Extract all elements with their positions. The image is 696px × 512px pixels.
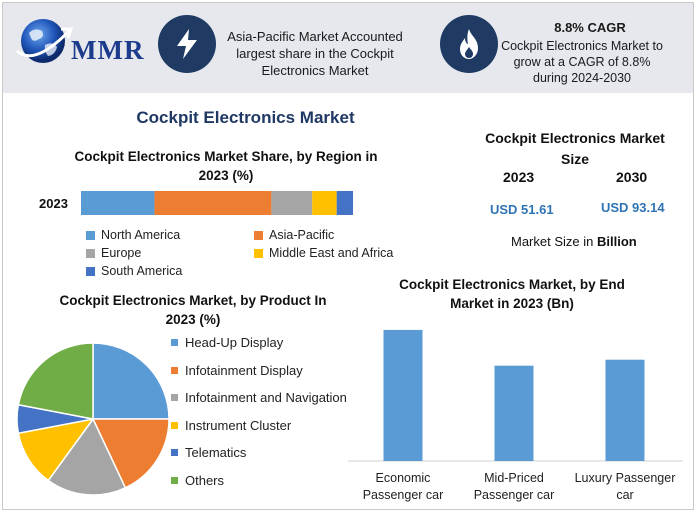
legend-label: Middle East and Africa	[269, 246, 394, 260]
callout2-text: Cockpit Electronics Market to grow at a …	[501, 39, 663, 85]
market-size-unit-prefix: Market Size in	[511, 234, 597, 249]
lightning-icon	[177, 29, 197, 59]
region-legend-north-america: North America	[86, 228, 180, 242]
market-size-unit-note: Market Size in Billion	[511, 234, 637, 249]
product-legend-others: Others	[171, 473, 224, 488]
product-legend-instrument-cluster: Instrument Cluster	[171, 418, 291, 433]
product-chart-title: Cockpit Electronics Market, by Product I…	[59, 293, 327, 327]
product-pie-chart	[16, 342, 170, 496]
region-legend-south-america: South America	[86, 264, 182, 278]
market-size-value-2023: USD 51.61	[490, 202, 554, 217]
cagr-headline: 8.8% CAGR	[554, 20, 626, 35]
legend-swatch	[86, 266, 95, 276]
header-band: MMR Asia-Pacific Market Accounted larges…	[3, 3, 693, 93]
end-market-chart-title: Cockpit Electronics Market, by End Marke…	[399, 277, 625, 311]
product-legend-infotainment-and-navigation: Infotainment and Navigation	[171, 390, 347, 405]
market-size-unit-bold: Billion	[596, 234, 637, 249]
market-size-year-2030: 2030	[616, 169, 648, 185]
pie-slice-head-up-display	[92, 342, 170, 420]
logo-text: MMR	[71, 35, 145, 65]
region-segment-north-america	[81, 191, 155, 215]
bar-luxury-passenger-car	[605, 359, 645, 461]
region-legend-asia-pacific: Asia-Pacific	[254, 228, 334, 242]
legend-label: Head-Up Display	[185, 335, 284, 350]
callout2-icon-circle	[440, 15, 498, 73]
callout1-icon-circle	[158, 15, 216, 73]
x-tick-label: Mid-Priced Passenger car	[473, 471, 555, 502]
legend-label: North America	[101, 228, 181, 242]
legend-swatch	[171, 449, 178, 456]
flame-icon	[460, 29, 478, 59]
legend-label: South America	[101, 264, 183, 278]
legend-swatch	[254, 248, 263, 258]
market-size-title: Cockpit Electronics Market Size	[485, 130, 665, 167]
callout1-text: Asia-Pacific Market Accounted largest sh…	[227, 29, 403, 78]
region-legend-europe: Europe	[86, 246, 141, 260]
mmr-logo: MMR	[15, 11, 145, 71]
market-size-value-2030: USD 93.14	[601, 200, 665, 215]
end-market-bar-chart	[348, 329, 683, 462]
legend-label: Others	[185, 472, 225, 488]
legend-label: Infotainment Display	[185, 362, 303, 378]
x-tick-label: Luxury Passenger car	[574, 471, 676, 502]
region-segment-middle-east-and-africa	[312, 191, 337, 215]
main-title: Cockpit Electronics Market	[136, 108, 355, 127]
pie-slice-infotainment-and-navigation	[47, 417, 127, 496]
x-tick-label: Economic Passenger car	[362, 471, 444, 502]
region-category-label: 2023	[39, 196, 68, 211]
legend-label: Asia-Pacific	[269, 228, 335, 242]
region-stacked-bar-chart: 2023	[39, 191, 353, 215]
legend-swatch	[171, 394, 178, 401]
legend-label: Telematics	[185, 445, 247, 460]
legend-swatch	[171, 366, 178, 374]
region-legend-middle-east-and-africa: Middle East and Africa	[254, 246, 393, 260]
legend-swatch	[86, 248, 95, 258]
legend-swatch	[171, 476, 178, 484]
region-chart-title: Cockpit Electronics Market Share, by Reg…	[74, 149, 378, 183]
region-segment-south-america	[336, 191, 353, 215]
pie-slice-others	[17, 342, 94, 420]
legend-swatch	[171, 339, 178, 346]
bar-economic-passenger-car	[383, 329, 423, 461]
product-legend-telematics: Telematics	[171, 445, 246, 460]
legend-label: Instrument Cluster	[185, 417, 292, 433]
legend-label: Europe	[101, 246, 142, 260]
region-segment-europe	[271, 191, 313, 215]
legend-label: Infotainment and Navigation	[185, 390, 347, 405]
product-legend-head-up-display: Head-Up Display	[171, 335, 283, 350]
legend-swatch	[171, 421, 178, 429]
market-size-year-2023: 2023	[503, 169, 535, 185]
product-legend-infotainment-display: Infotainment Display	[171, 363, 303, 378]
legend-swatch	[254, 230, 263, 240]
region-segment-asia-pacific	[154, 191, 272, 215]
globe-icon	[16, 19, 74, 63]
bar-mid-priced-passenger-car	[494, 365, 534, 461]
pie-slice-infotainment-display	[91, 418, 170, 489]
legend-swatch	[86, 230, 95, 240]
